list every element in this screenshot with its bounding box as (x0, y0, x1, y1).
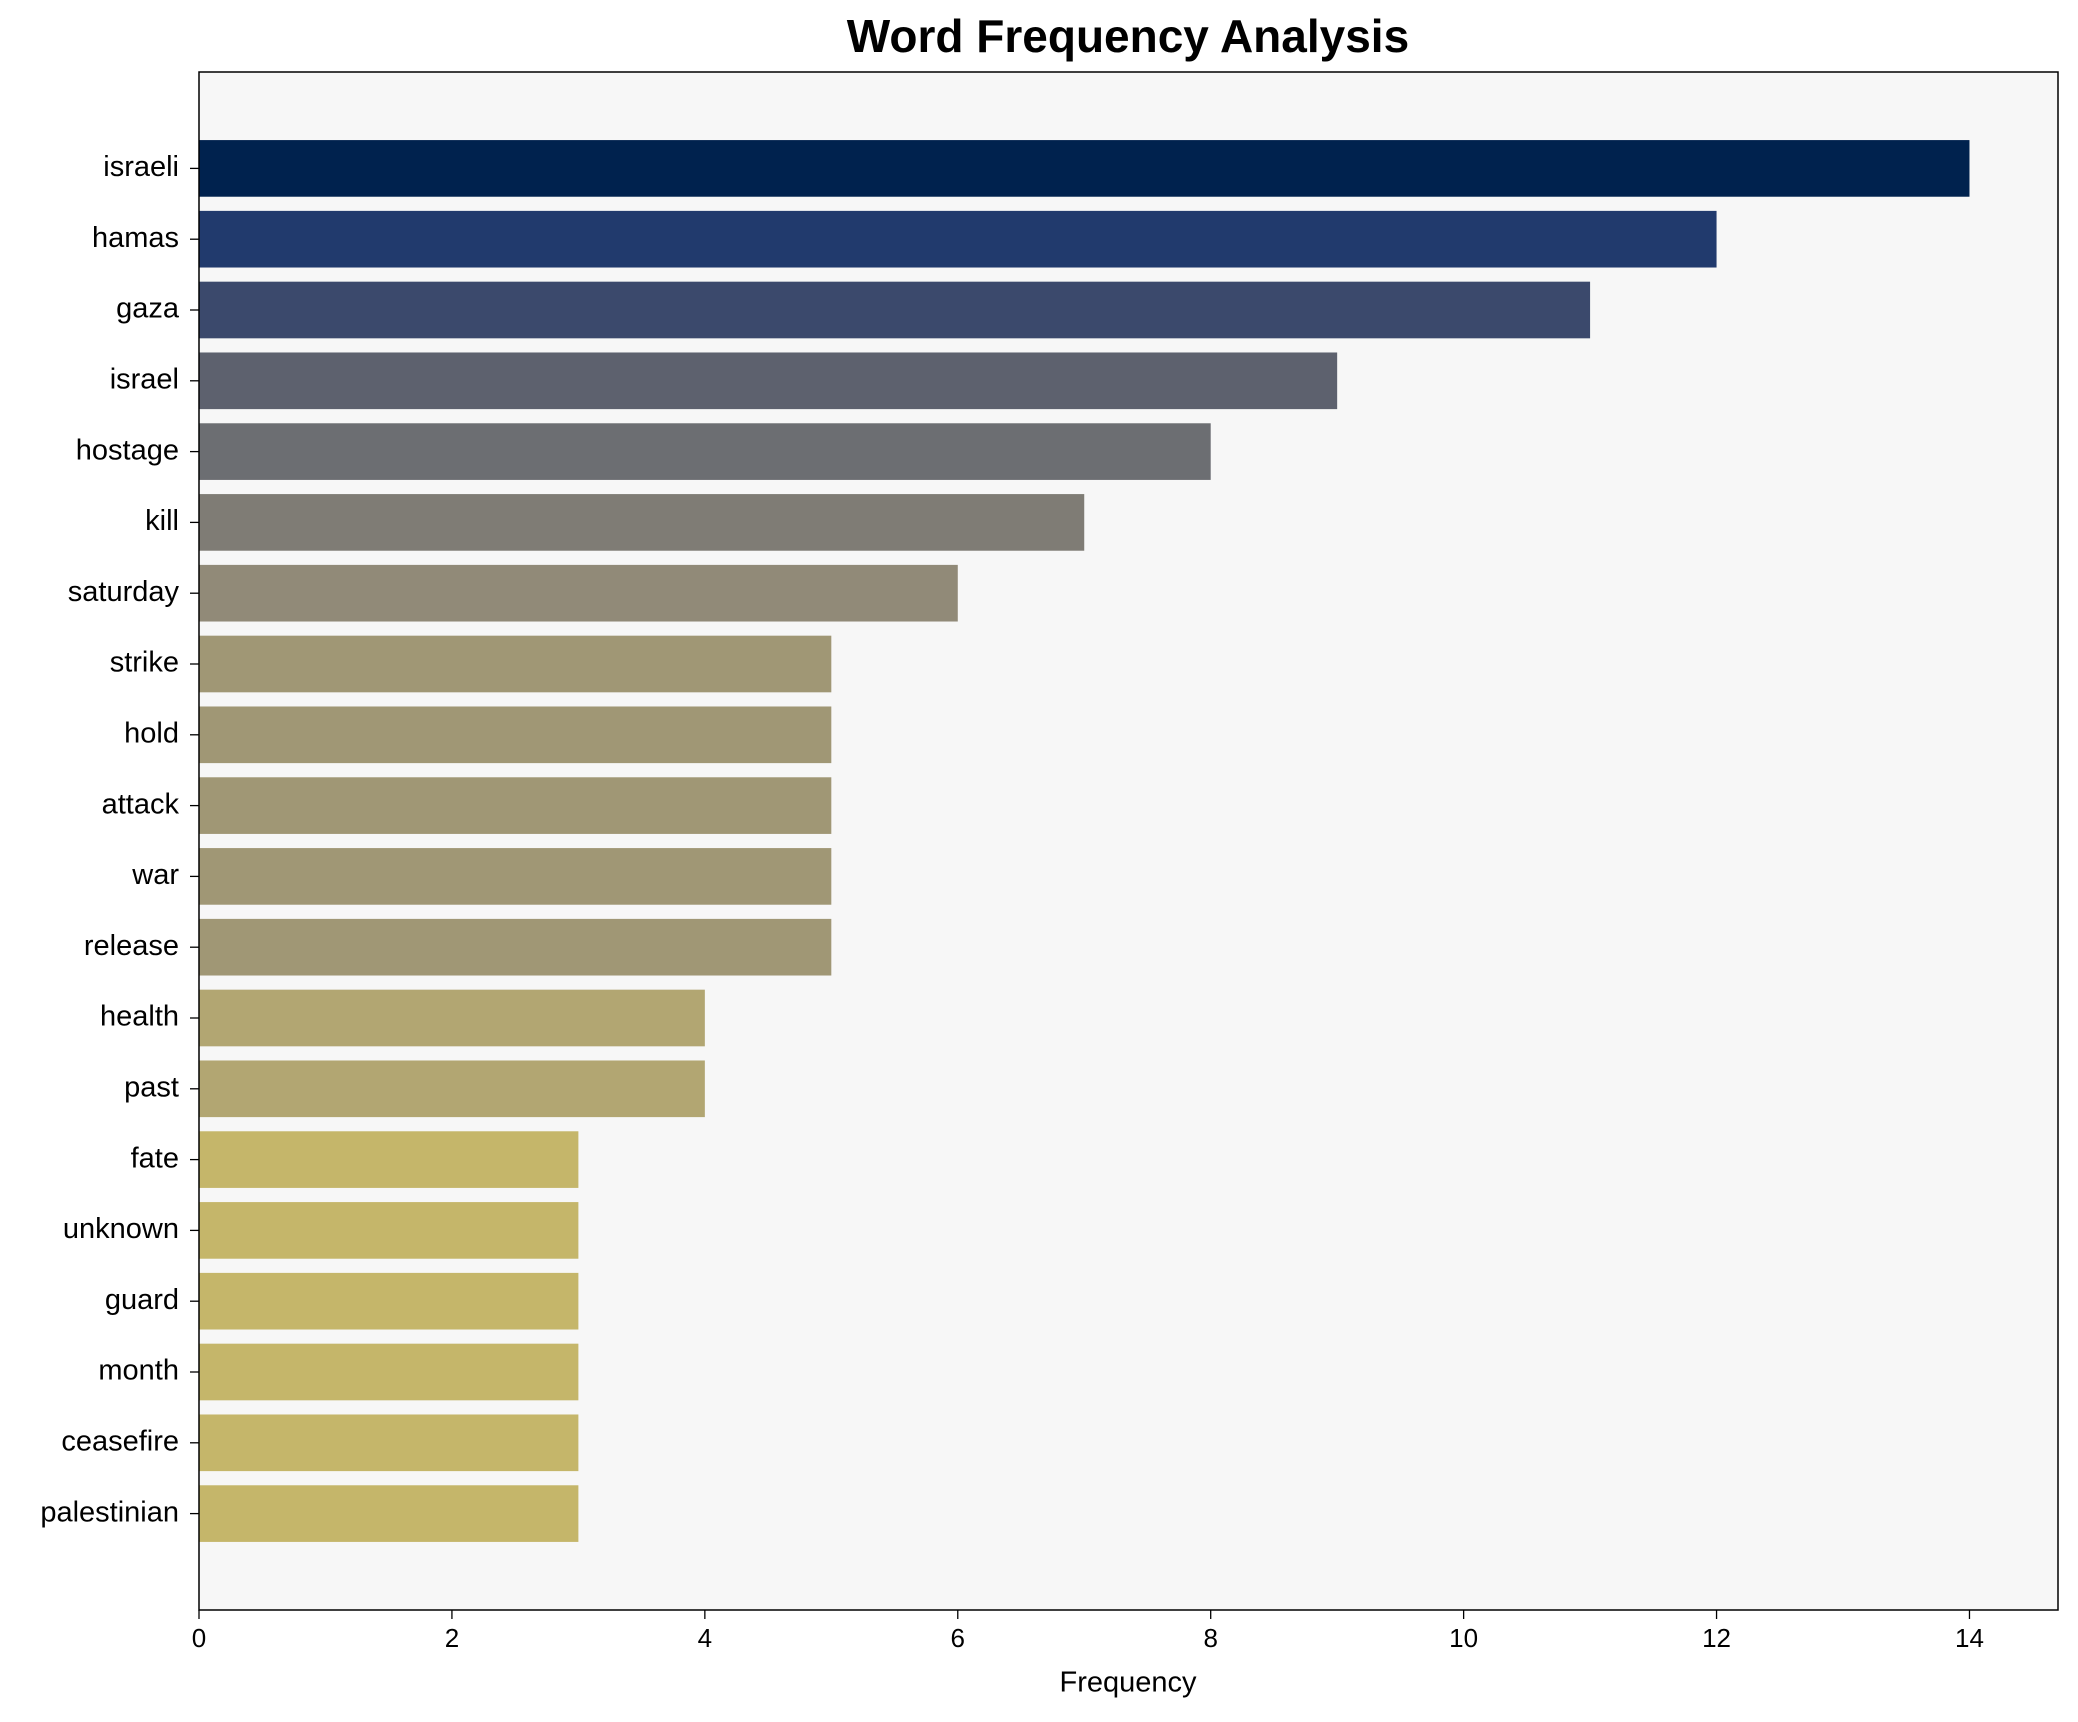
y-tick-label: strike (110, 647, 179, 679)
x-tick-label: 8 (1203, 1623, 1217, 1653)
bar (199, 281, 1591, 339)
y-tick-label: hamas (92, 222, 179, 254)
x-tick-label: 6 (951, 1623, 965, 1653)
bar (199, 564, 958, 622)
y-tick-label: attack (102, 788, 180, 820)
y-tick-label: fate (131, 1142, 179, 1174)
bar (199, 848, 832, 905)
y-tick-label: israeli (103, 151, 179, 183)
bar (199, 989, 705, 1047)
x-tick-label: 4 (698, 1623, 712, 1653)
bar (199, 1485, 579, 1542)
y-tick-label: israel (110, 363, 179, 395)
bar (199, 423, 1211, 480)
y-tick-label: ceasefire (61, 1425, 179, 1457)
bar (199, 352, 1338, 410)
x-tick-label: 2 (445, 1623, 459, 1653)
bar (199, 1343, 579, 1401)
y-tick-label: unknown (63, 1213, 179, 1245)
y-tick-label: guard (105, 1284, 179, 1316)
y-tick-label: month (98, 1355, 179, 1387)
bar (199, 140, 1970, 197)
x-tick-label: 12 (1702, 1623, 1731, 1653)
bar (199, 777, 832, 834)
y-tick-label: health (100, 1001, 179, 1033)
plot-frame (198, 71, 2059, 1611)
bar (199, 1060, 705, 1118)
y-tick-label: hostage (76, 434, 179, 466)
bar (199, 1202, 579, 1259)
y-tick-label: palestinian (40, 1496, 179, 1528)
bar (199, 1131, 579, 1188)
bar (199, 1272, 579, 1330)
bar (199, 635, 832, 693)
bar (199, 918, 832, 976)
y-tick-label: kill (145, 505, 179, 537)
y-tick-label: release (84, 930, 179, 962)
x-tick-label: 14 (1955, 1623, 1984, 1653)
bar (199, 706, 832, 764)
y-tick-label: gaza (116, 293, 180, 325)
y-tick-label: hold (124, 717, 179, 749)
x-axis-label: Frequency (1059, 1667, 1197, 1699)
x-tick-label: 10 (1449, 1623, 1478, 1653)
bar (199, 494, 1085, 551)
y-tick-label: saturday (68, 576, 180, 608)
y-tick-label: war (131, 859, 179, 891)
bar (199, 210, 1717, 268)
y-tick-label: past (124, 1071, 179, 1103)
x-tick-label: 0 (192, 1623, 206, 1653)
chart-title: Word Frequency Analysis (847, 10, 1409, 62)
bar (199, 1414, 579, 1472)
